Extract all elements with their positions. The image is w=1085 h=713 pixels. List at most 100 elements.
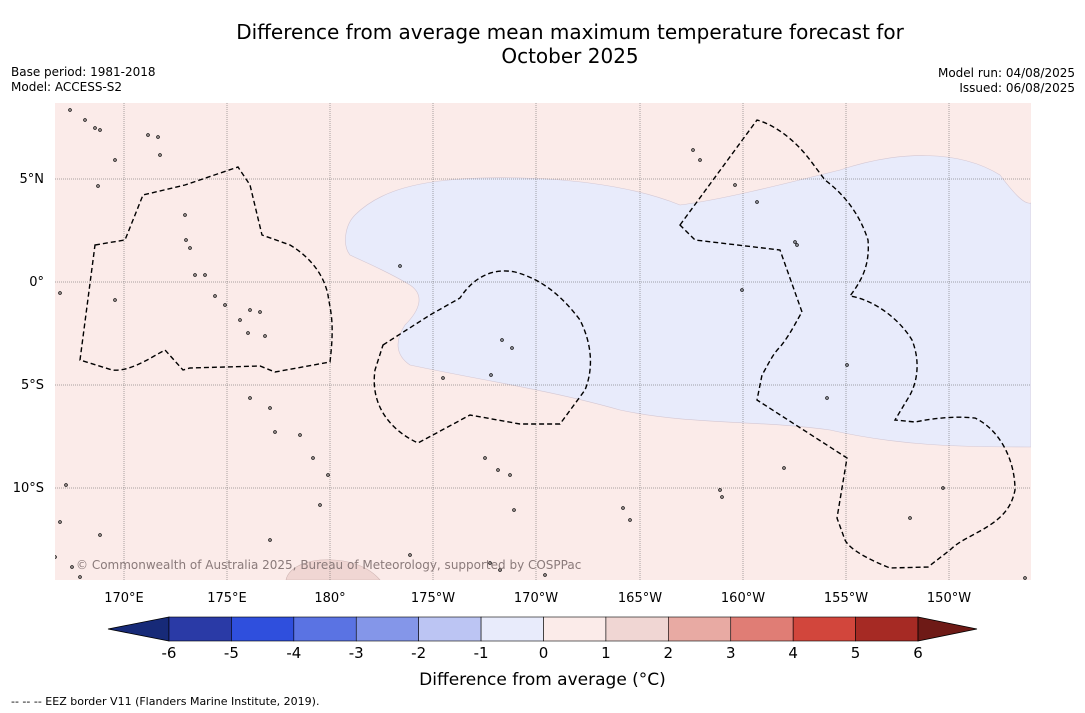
island-outline [782,466,786,470]
longitude-labels: 170°E 175°E 180° 175°W 170°W 165°W 160°W 155°W 1… [104,591,971,606]
colorbar-bin [418,616,482,642]
island-outline [496,468,500,472]
colorbar-low-extend [107,616,170,642]
island-outline [183,213,187,217]
eez-borders [79,119,1016,569]
island-outline [508,473,512,477]
chart-title: Difference from average mean maximum tem… [0,20,1085,68]
latitude-label: 5°S [21,378,44,393]
island-outline [489,373,493,377]
island-outline [441,376,445,380]
island-outline [68,108,72,112]
island-outline [273,430,277,434]
island-outline [311,456,315,460]
island-outline [720,495,724,499]
eez-border-west [79,166,333,373]
colorbar-tick-label: 4 [788,644,798,662]
island-outline [733,183,737,187]
colorbar-tick-label: -2 [411,644,426,662]
colorbar-bin [605,616,669,642]
island-outline [298,433,302,437]
longitude-label: 170°E [104,591,144,606]
colorbar-bin [730,616,794,642]
island-outline [98,128,102,132]
meta-left: Base period: 1981-2018 Model: ACCESS-S2 [11,65,156,95]
island-outline [483,456,487,460]
title-line-1: Difference from average mean maximum tem… [236,20,904,44]
latitude-label: 10°S [13,481,44,496]
island-outline [621,506,625,510]
colorbar-tick-label: -4 [286,644,301,662]
longitude-label: 175°W [411,591,455,606]
island-outline [845,363,849,367]
colorbar-bin [668,616,732,642]
colorbar-tick-label: -3 [349,644,364,662]
island-outline [691,148,695,152]
colorbar-label: Difference from average (°C) [419,670,666,690]
island-outline [258,310,262,314]
island-outline [398,264,402,268]
colorbar-tick-label: 5 [851,644,861,662]
island-outline [58,291,62,295]
colorbar-tick-label: 6 [913,644,923,662]
island-outline [213,294,217,298]
colorbar-tick-label: 3 [726,644,736,662]
copyright-text: © Commonwealth of Australia 2025, Bureau… [76,558,582,572]
island-outline [70,565,74,569]
latitude-label: 0° [29,275,44,290]
colorbar-bin [855,616,919,642]
eez-legend: -- -- -- EEZ border V11 (Flanders Marine… [11,695,320,708]
island-outline [793,240,797,244]
island-outline [268,406,272,410]
island-outline [698,158,702,162]
longitude-label: 160°W [721,591,765,606]
longitude-label: 165°W [618,591,662,606]
longitude-label: 155°W [824,591,868,606]
island-outline [326,473,330,477]
colorbar-bin [543,616,607,642]
title-line-2: October 2025 [501,44,639,68]
island-outline [184,238,188,242]
latitude-labels: 5°N 0° 5°S 10°S [13,172,44,496]
colorbar: -6 -5 -4 -3 -2 -1 0 1 2 3 4 5 6 [107,616,978,662]
graticule [55,103,1031,580]
island-outline [83,118,87,122]
island-outline [795,243,799,247]
island-outline [158,153,162,157]
island-outline [55,555,57,559]
island-outline [500,338,504,342]
island-outline [408,553,412,557]
longitude-label: 150°W [927,591,971,606]
island-outline [1023,576,1027,580]
island-outline [113,298,117,302]
island-outline [113,158,117,162]
latitude-label: 5°N [20,172,45,187]
island-outline [146,133,150,137]
island-outline [628,518,632,522]
island-outline [203,273,207,277]
island-outline [98,533,102,537]
island-outline [908,516,912,520]
colorbar-tick-label: -6 [162,644,177,662]
island-outline [543,573,547,577]
colorbar-bin [355,616,419,642]
island-outline [268,538,272,542]
island-outline [318,503,322,507]
island-outline [755,200,759,204]
warm-anomaly-patch [285,559,381,580]
colorbar-tick-label: 1 [601,644,611,662]
island-outline [941,486,945,490]
cool-anomaly-area [345,155,1031,448]
island-outline [238,318,242,322]
island-outline [248,308,252,312]
issued-text: Issued: 06/08/2025 [959,81,1075,95]
eez-border-northeast [679,119,1016,569]
island-outline [93,126,97,130]
island-outline [78,575,82,579]
meta-right: Model run: 04/08/2025 Issued: 06/08/2025 [938,66,1075,96]
island-outline [718,488,722,492]
coastlines [55,108,1027,580]
colorbar-tick-label: 0 [539,644,549,662]
colorbar-tick-label: -5 [224,644,239,662]
